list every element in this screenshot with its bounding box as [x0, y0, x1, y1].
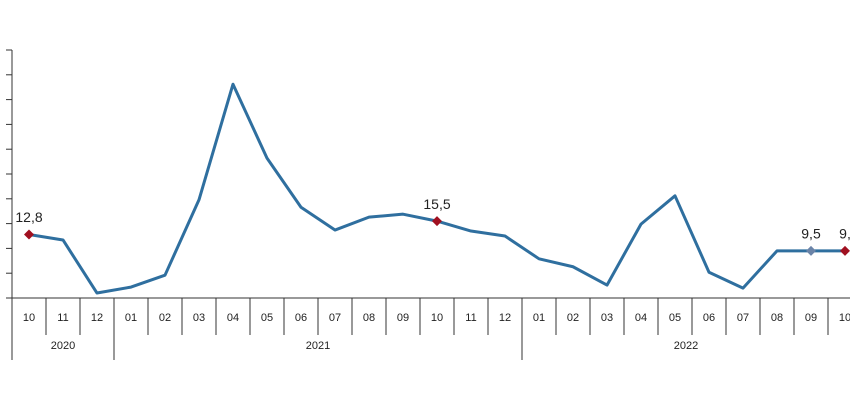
x-tick-label: 01 [125, 312, 137, 324]
x-tick-label: 02 [567, 312, 579, 324]
x-tick-label: 10 [431, 312, 443, 324]
x-tick-label: 02 [159, 312, 171, 324]
x-tick-label: 10 [23, 312, 35, 324]
x-tick-label: 03 [601, 312, 613, 324]
x-tick-label: 04 [635, 312, 647, 324]
marker [806, 245, 816, 256]
x-tick-label: 04 [227, 312, 239, 324]
x-tick-label: 03 [193, 312, 205, 324]
marker [24, 229, 34, 240]
x-tick-label: 08 [363, 312, 375, 324]
year-label: 2021 [306, 340, 330, 352]
year-label: 2022 [674, 340, 698, 352]
line [28, 82, 845, 295]
x-tick-label: 10 [839, 312, 850, 324]
value-label: 15,5 [423, 196, 450, 212]
x-tick-label: 01 [533, 312, 545, 324]
x-tick-label: 12 [91, 312, 103, 324]
x-tick-label: 11 [465, 312, 476, 324]
value-label: 12,8 [15, 209, 42, 225]
x-tick-label: 07 [329, 312, 341, 324]
marker [432, 216, 442, 227]
marker [840, 245, 850, 256]
x-tick-label: 12 [499, 312, 511, 324]
value-label: 9,5 [801, 226, 821, 242]
year-label: 2020 [51, 340, 75, 352]
x-tick-label: 08 [771, 312, 783, 324]
x-tick-label: 09 [805, 312, 817, 324]
x-tick-label: 11 [57, 312, 68, 324]
x-tick-label: 06 [295, 312, 307, 324]
x-tick-label: 06 [703, 312, 715, 324]
value-label: 9, [839, 226, 850, 242]
x-tick-label: 09 [397, 312, 409, 324]
x-tick-label: 05 [669, 312, 681, 324]
x-tick-label: 05 [261, 312, 273, 324]
x-tick-label: 07 [737, 312, 749, 324]
